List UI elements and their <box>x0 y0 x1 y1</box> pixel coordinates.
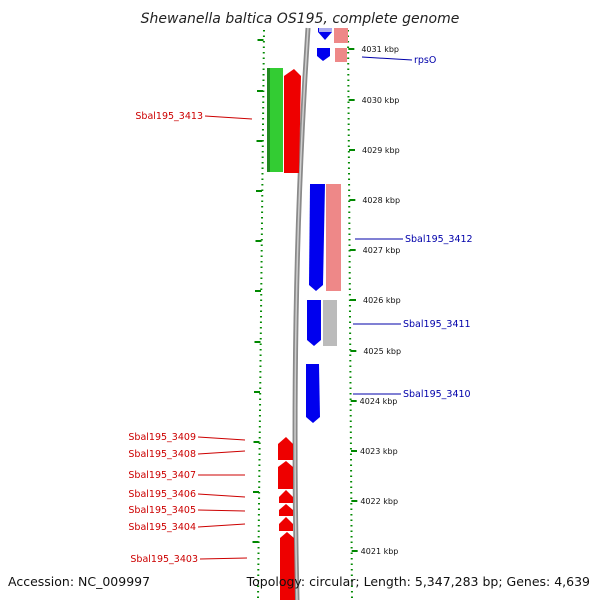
label-Sbal195_3413[interactable]: Sbal195_3413 <box>135 111 203 122</box>
kbp-tick-label: 4022 kbp <box>360 497 398 506</box>
kbp-tick-label: 4031 kbp <box>361 45 399 54</box>
gene-rpsO-rna <box>335 48 347 62</box>
gene-Sbal195_3405 <box>279 517 293 531</box>
label-Sbal195_3405[interactable]: Sbal195_3405 <box>128 505 196 516</box>
gene-Sbal195_3410 <box>306 364 320 423</box>
kbp-tick-label: 4021 kbp <box>361 547 399 556</box>
kbp-tick-label: 4024 kbp <box>360 397 398 406</box>
label-Sbal195_3409[interactable]: Sbal195_3409 <box>128 432 196 443</box>
label-Sbal195_3407[interactable]: Sbal195_3407 <box>128 470 196 481</box>
label-Sbal195_3408[interactable]: Sbal195_3408 <box>128 449 196 460</box>
outer-ruler <box>347 29 353 600</box>
label-Sbal195_3410[interactable]: Sbal195_3410 <box>403 389 471 400</box>
kbp-tick-label: 4026 kbp <box>363 296 401 305</box>
feature-light-top <box>334 28 348 43</box>
ruler-ticks <box>252 39 358 552</box>
kbp-tick-label: 4028 kbp <box>362 196 400 205</box>
gene-forward-3412 <box>309 184 325 291</box>
kbp-tick-label: 4027 kbp <box>363 246 401 255</box>
inner-ruler <box>257 29 265 600</box>
gene-grey-3411 <box>323 300 337 346</box>
left-labels: Sbal195_3413 Sbal195_3409 Sbal195_3408 S… <box>128 111 253 565</box>
kbp-axis: 4031 kbp 4030 kbp 4029 kbp 4028 kbp 4027 kbp… <box>360 45 401 556</box>
kbp-tick-label: 4030 kbp <box>362 96 400 105</box>
gene-rpsO <box>317 48 330 61</box>
gene-Sbal195_3407 <box>279 490 293 503</box>
gene-rna-green <box>267 68 283 172</box>
map-title: Shewanella baltica OS195, complete genom… <box>141 11 460 27</box>
gene-Sbal195_3408 <box>278 461 293 489</box>
accession-text: Accession: NC_009997 <box>8 574 150 589</box>
label-Sbal195_3412[interactable]: Sbal195_3412 <box>405 234 473 245</box>
features <box>267 28 348 600</box>
kbp-tick-label: 4029 kbp <box>362 146 400 155</box>
summary-text: Topology: circular; Length: 5,347,283 bp… <box>246 574 590 589</box>
label-Sbal195_3406[interactable]: Sbal195_3406 <box>128 489 196 500</box>
label-Sbal195_3403[interactable]: Sbal195_3403 <box>130 554 198 565</box>
label-rpsO[interactable]: rpsO <box>414 55 436 66</box>
gene-Sbal195_3412 <box>326 184 341 291</box>
label-Sbal195_3404[interactable]: Sbal195_3404 <box>128 522 196 533</box>
right-labels: rpsO Sbal195_3412 Sbal195_3411 Sbal195_3… <box>353 55 473 400</box>
gene-Sbal195_3404 <box>280 532 295 600</box>
kbp-tick-label: 4025 kbp <box>363 347 401 356</box>
gene-Sbal195_3411 <box>307 300 321 346</box>
label-Sbal195_3411[interactable]: Sbal195_3411 <box>403 319 471 330</box>
kbp-tick-label: 4023 kbp <box>360 447 398 456</box>
gene-Sbal195_3409 <box>278 437 293 460</box>
gene-Sbal195_3406 <box>279 504 293 516</box>
gene-Sbal195_3413 <box>284 69 301 173</box>
